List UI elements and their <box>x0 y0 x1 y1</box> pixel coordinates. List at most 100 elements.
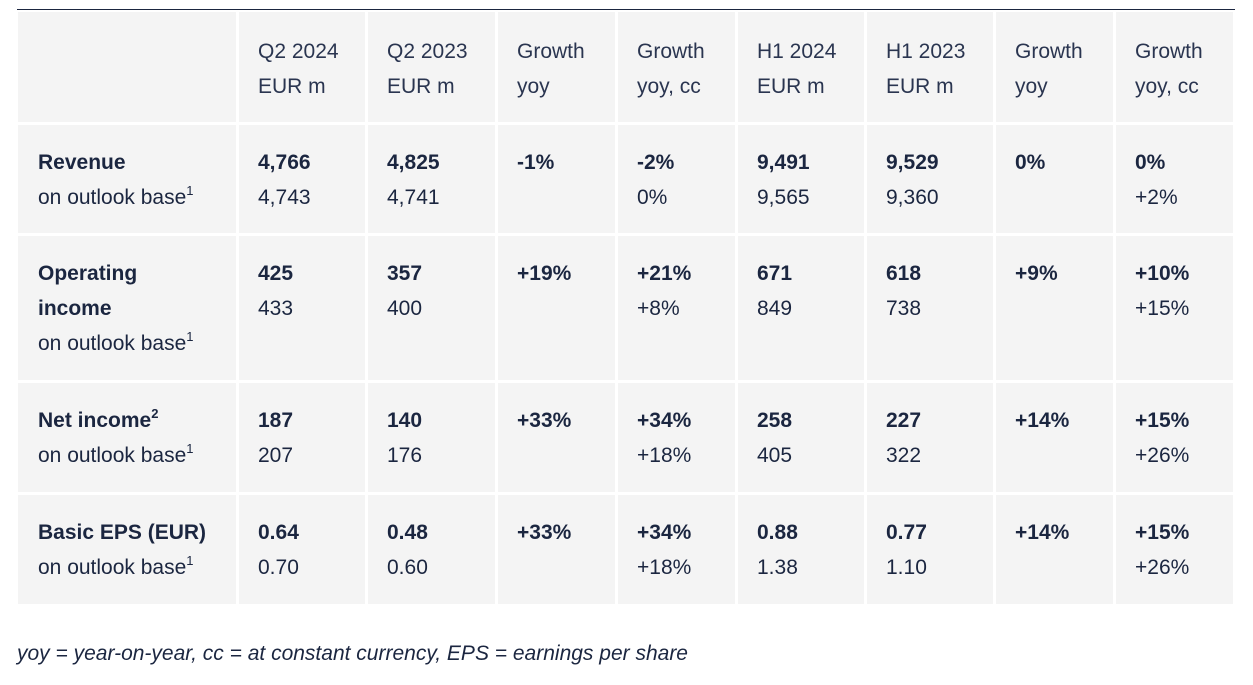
reported-value: 0.48 <box>387 521 428 544</box>
header-line: Growth <box>1015 40 1083 63</box>
outlook-base-value: 849 <box>757 297 793 320</box>
reported-value: +14% <box>1015 521 1070 544</box>
outlook-base-value <box>1015 291 1113 326</box>
reported-value: 4,766 <box>258 151 311 174</box>
outlook-base-value: 207 <box>258 444 294 467</box>
outlook-base-value: 9,360 <box>886 186 939 209</box>
value-cell: 227 322 <box>867 383 993 492</box>
row-net-income: Net income2 on outlook base1 187 207 140 176 +… <box>18 383 1233 492</box>
value-cell: 4,825 4,741 <box>368 125 495 233</box>
header-q2-2023: Q2 2023 EUR m <box>368 12 495 122</box>
value-cell: +15% +26% <box>1116 383 1233 492</box>
value-cell: +14% <box>996 495 1113 604</box>
outlook-base-value: 0% <box>637 186 668 209</box>
reported-value: 9,529 <box>886 151 939 174</box>
value-cell: +33% <box>498 383 615 492</box>
outlook-base-value <box>517 550 615 585</box>
reported-value: 0% <box>1015 151 1046 174</box>
value-cell: 0.64 0.70 <box>239 495 365 604</box>
outlook-base-value: +18% <box>637 444 692 467</box>
value-cell: +34% +18% <box>618 383 735 492</box>
reported-value: 258 <box>757 409 793 432</box>
header-unit: EUR m <box>387 75 455 98</box>
row-label-text: Operating income <box>38 262 138 320</box>
reported-value: -1% <box>517 151 555 174</box>
reported-value: +33% <box>517 521 572 544</box>
header-line: Q2 2024 <box>258 40 339 63</box>
header-h1-growth-yoy: Growth yoy <box>996 12 1113 122</box>
header-row: Q2 2024 EUR m Q2 2023 EUR m Growth yoy Grow… <box>18 12 1233 122</box>
row-operating-income: Operating income on outlook base1 425 433 35… <box>18 236 1233 380</box>
row-basic-eps: Basic EPS (EUR) on outlook base1 0.64 0.70 0… <box>18 495 1233 604</box>
row-sublabel: on outlook base1 <box>38 326 236 361</box>
header-unit: EUR m <box>757 75 825 98</box>
value-cell: +19% <box>498 236 615 380</box>
outlook-base-value: 176 <box>387 444 423 467</box>
value-cell: 618 738 <box>867 236 993 380</box>
reported-value: 0.88 <box>757 521 798 544</box>
row-label-cell: Net income2 on outlook base1 <box>18 383 236 492</box>
value-cell: 187 207 <box>239 383 365 492</box>
reported-value: 140 <box>387 409 423 432</box>
outlook-base-value: +2% <box>1135 186 1178 209</box>
row-sublabel-text: on outlook base <box>38 556 187 579</box>
reported-value: +19% <box>517 262 572 285</box>
value-cell: 9,529 9,360 <box>867 125 993 233</box>
footnote-marker: 1 <box>186 553 194 568</box>
header-unit: yoy, cc <box>637 75 701 98</box>
reported-value: 227 <box>886 409 922 432</box>
header-h1-2023: H1 2023 EUR m <box>867 12 993 122</box>
reported-value: 9,491 <box>757 151 810 174</box>
row-label-text: Net income <box>38 409 152 432</box>
header-line: Q2 2023 <box>387 40 468 63</box>
outlook-base-value: +18% <box>637 556 692 579</box>
row-label: Basic EPS (EUR) <box>38 515 236 550</box>
outlook-base-value <box>517 438 615 473</box>
reported-value: 671 <box>757 262 793 285</box>
header-unit: EUR m <box>886 75 954 98</box>
reported-value: 0.64 <box>258 521 299 544</box>
reported-value: +14% <box>1015 409 1070 432</box>
header-h1-growth-yoy-cc: Growth yoy, cc <box>1116 12 1233 122</box>
reported-value: 618 <box>886 262 922 285</box>
row-label-cell: Basic EPS (EUR) on outlook base1 <box>18 495 236 604</box>
header-q2-2024: Q2 2024 EUR m <box>239 12 365 122</box>
value-cell: +15% +26% <box>1116 495 1233 604</box>
value-cell: 140 176 <box>368 383 495 492</box>
row-sublabel-text: on outlook base <box>38 332 187 355</box>
outlook-base-value: 405 <box>757 444 793 467</box>
outlook-base-value: 400 <box>387 297 423 320</box>
row-label-cell: Revenue on outlook base1 <box>18 125 236 233</box>
footnote-marker: 1 <box>186 329 194 344</box>
value-cell: 425 433 <box>239 236 365 380</box>
row-sublabel: on outlook base1 <box>38 550 236 585</box>
outlook-base-value: 4,741 <box>387 186 440 209</box>
value-cell: 258 405 <box>738 383 864 492</box>
header-h1-2024: H1 2024 EUR m <box>738 12 864 122</box>
row-sublabel: on outlook base1 <box>38 180 236 215</box>
reported-value: 0.77 <box>886 521 927 544</box>
table-top-rule <box>17 9 1235 10</box>
outlook-base-value: 1.10 <box>886 556 927 579</box>
reported-value: 425 <box>258 262 294 285</box>
footnote-marker: 2 <box>151 406 159 421</box>
footnote-abbreviations: yoy = year-on-year, cc = at constant cur… <box>17 642 688 665</box>
value-cell: +21% +8% <box>618 236 735 380</box>
value-cell: 4,766 4,743 <box>239 125 365 233</box>
value-cell: 0.77 1.10 <box>867 495 993 604</box>
outlook-base-value: 9,565 <box>757 186 810 209</box>
outlook-base-value: 433 <box>258 297 294 320</box>
outlook-base-value: 738 <box>886 297 922 320</box>
reported-value: 357 <box>387 262 423 285</box>
value-cell: +34% +18% <box>618 495 735 604</box>
reported-value: 187 <box>258 409 294 432</box>
reported-value: +9% <box>1015 262 1058 285</box>
header-unit: yoy, cc <box>1135 75 1199 98</box>
header-q2-growth-yoy: Growth yoy <box>498 12 615 122</box>
outlook-base-value: +26% <box>1135 444 1190 467</box>
value-cell: -2% 0% <box>618 125 735 233</box>
value-cell: +14% <box>996 383 1113 492</box>
financial-results-table: Q2 2024 EUR m Q2 2023 EUR m Growth yoy Grow… <box>15 9 1236 607</box>
row-revenue: Revenue on outlook base1 4,766 4,743 4,825 4,… <box>18 125 1233 233</box>
value-cell: +10% +15% <box>1116 236 1233 380</box>
